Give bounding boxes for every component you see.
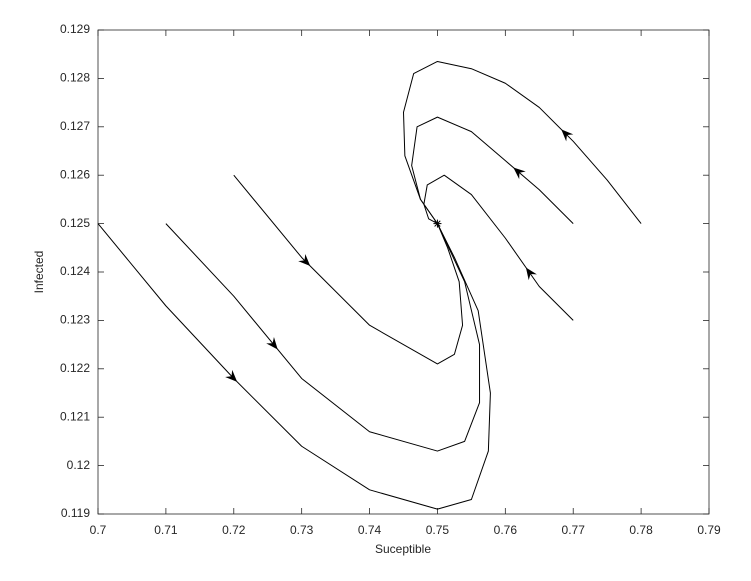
y-tick-label: 0.126: [60, 167, 90, 181]
arrow-head: [561, 129, 574, 142]
x-tick-label: 0.72: [222, 523, 246, 537]
x-tick-label: 0.76: [494, 523, 518, 537]
arrow-head: [513, 167, 526, 180]
x-axis-label: Suceptible: [375, 542, 431, 556]
y-tick-label: 0.122: [60, 361, 90, 375]
y-tick-label: 0.128: [60, 71, 90, 85]
y-tick-label: 0.119: [61, 506, 90, 520]
x-tick-label: 0.77: [562, 523, 586, 537]
x-tick-label: 0.78: [629, 523, 653, 537]
trajectory: [165, 223, 481, 452]
y-tick-label: 0.125: [60, 216, 90, 230]
y-axis-label: Infected: [32, 251, 46, 294]
y-tick-label: 0.12: [67, 458, 91, 472]
y-tick-label: 0.123: [60, 313, 90, 327]
x-tick-label: 0.75: [426, 523, 450, 537]
trajectory: [97, 223, 491, 510]
y-tick-label: 0.124: [60, 264, 90, 278]
arrow-head: [298, 254, 311, 267]
arrow-head: [525, 267, 537, 281]
arrow-head: [225, 369, 238, 382]
trajectory: [411, 116, 574, 224]
y-tick-label: 0.127: [60, 119, 90, 133]
x-tick-label: 0.7: [90, 523, 107, 537]
x-tick-label: 0.74: [358, 523, 382, 537]
trajectory: [233, 174, 464, 365]
x-tick-label: 0.79: [697, 523, 721, 537]
y-tick-label: 0.121: [60, 409, 90, 423]
trajectory: [403, 60, 642, 224]
arrow-head: [266, 337, 278, 350]
y-tick-label: 0.129: [60, 22, 90, 36]
x-tick-label: 0.71: [154, 523, 178, 537]
x-tick-label: 0.73: [290, 523, 314, 537]
